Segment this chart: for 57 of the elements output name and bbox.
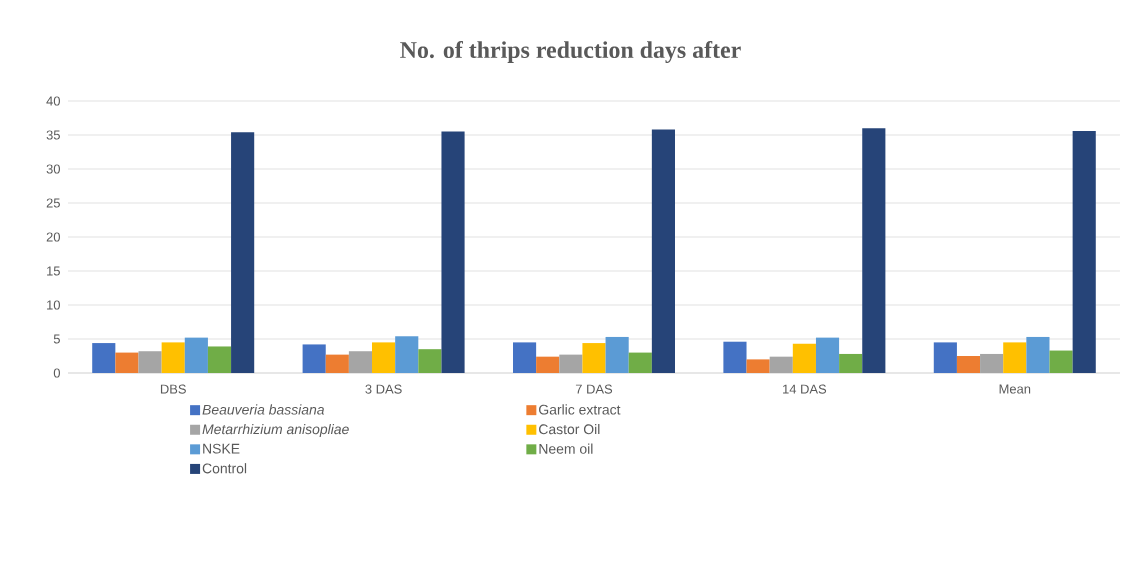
legend-label: Neem oil [539, 443, 593, 454]
legend-label: NSKE [203, 443, 240, 454]
y-tick-label: 30 [46, 164, 60, 174]
bar [956, 355, 981, 373]
bar [231, 132, 255, 373]
x-tick-label: 7 DAS [575, 384, 613, 394]
legend-label: Metarrhizium anisopliae [202, 423, 349, 437]
bar [1072, 130, 1096, 373]
bar [839, 353, 863, 373]
bar [441, 131, 465, 373]
bar [1003, 342, 1027, 373]
bar [161, 342, 185, 373]
bar [536, 356, 560, 373]
y-tick-label: 35 [46, 130, 60, 140]
bar [628, 352, 652, 373]
legend-label: Castor Oil [539, 423, 600, 435]
bar [746, 359, 770, 373]
legend-label: Beauveria bassiana [202, 404, 325, 415]
bar [559, 354, 583, 373]
bar [815, 337, 840, 373]
bar [1026, 336, 1050, 373]
y-tick-label: 25 [46, 198, 60, 208]
bar [138, 351, 162, 373]
bar [980, 353, 1004, 373]
bar [207, 346, 232, 373]
bar [395, 336, 419, 373]
bar [92, 343, 116, 373]
bar [862, 128, 886, 373]
bar [325, 354, 349, 373]
y-tick-label: 5 [53, 334, 60, 344]
y-tick-label: 15 [47, 266, 60, 276]
bar [582, 343, 606, 373]
x-tick-label: DBS [160, 384, 186, 394]
bar [605, 336, 629, 373]
x-tick-label: 3 DAS [365, 384, 402, 394]
bar [792, 343, 816, 373]
y-tick-label: 20 [46, 232, 60, 242]
bar [372, 342, 396, 373]
bar [348, 351, 373, 373]
bar [184, 337, 208, 373]
bar [1049, 350, 1073, 373]
y-tick-label: 40 [46, 96, 60, 106]
bar [302, 344, 326, 373]
y-tick-label: 10 [47, 300, 60, 310]
bar [512, 342, 537, 373]
bar [933, 342, 957, 373]
legend-label: Garlic extract [539, 404, 621, 415]
bar [651, 129, 675, 373]
bar [418, 349, 442, 373]
bar [769, 356, 793, 373]
y-tick-label: 0 [53, 368, 60, 378]
x-tick-label: 14 DAS [783, 384, 827, 394]
chart-title: No. of thrips reduction days after [400, 41, 741, 63]
bar [723, 341, 747, 373]
x-tick-label: Mean [999, 384, 1031, 394]
bar [115, 352, 139, 373]
legend-label: Control [202, 463, 247, 474]
